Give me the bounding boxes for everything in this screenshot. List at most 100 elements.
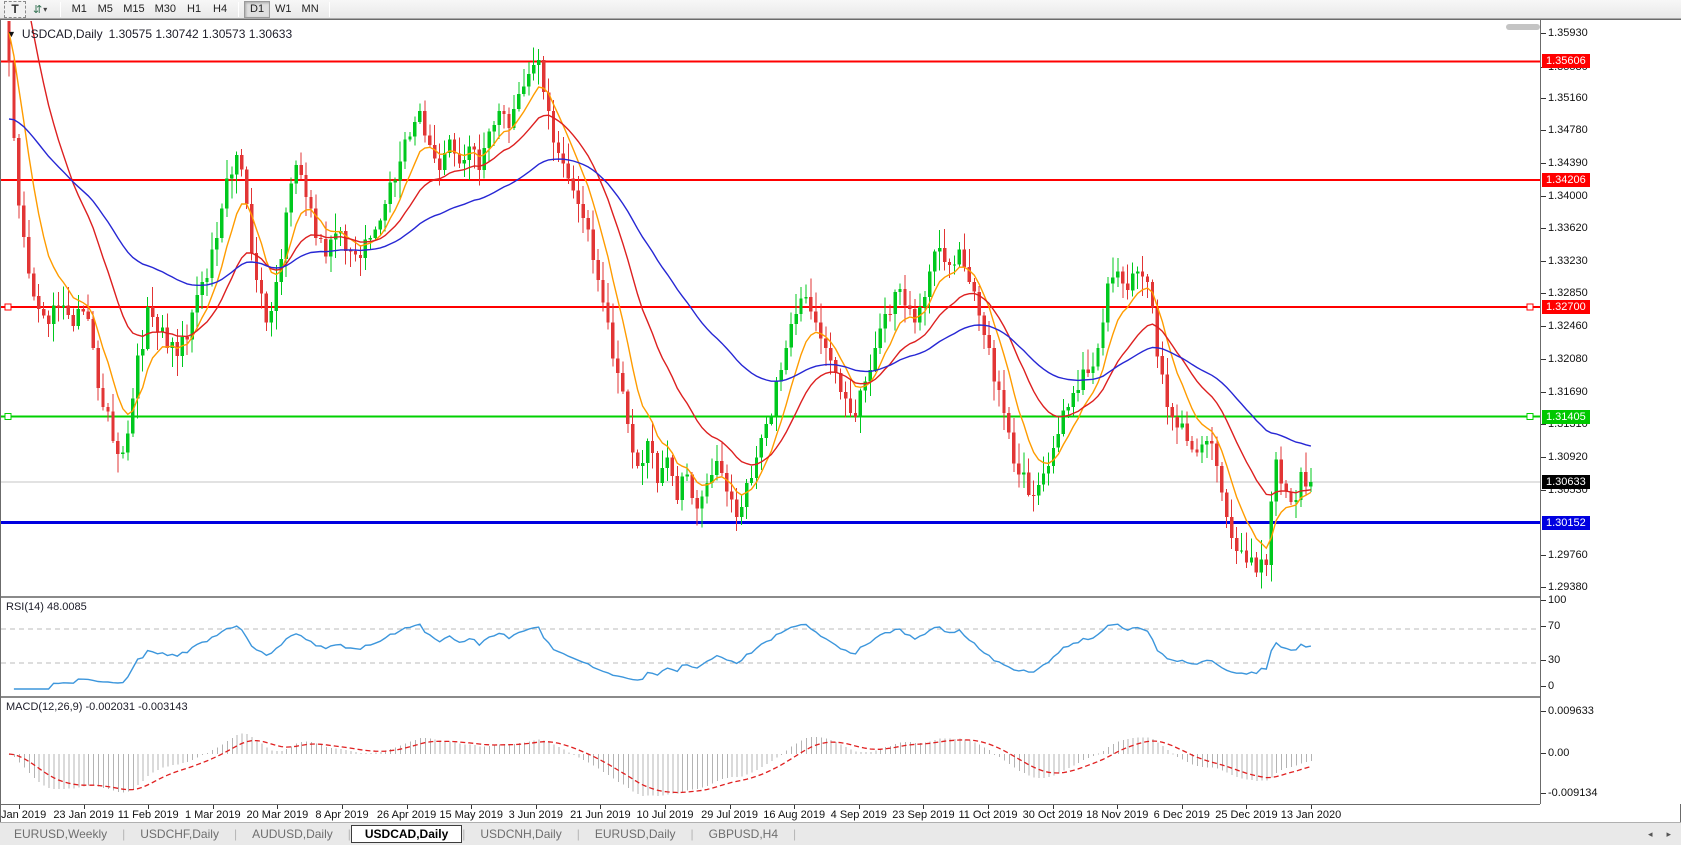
date-label: 11 Oct 2019 bbox=[958, 809, 1018, 821]
tab-gbpusd-h4[interactable]: GBPUSD,H4 bbox=[708, 827, 779, 841]
date-tick bbox=[1052, 805, 1054, 809]
tab-scroll-right-icon[interactable]: ▸ bbox=[1666, 829, 1671, 839]
price-tick-label: 1.35160 bbox=[1541, 92, 1588, 105]
timeframe-button-h1[interactable]: H1 bbox=[187, 3, 202, 15]
date-tick bbox=[665, 805, 666, 809]
price-tick-label: 1.32080 bbox=[1541, 352, 1588, 365]
timeframe-button-mn[interactable]: MN bbox=[301, 3, 319, 15]
line-handle bbox=[4, 413, 12, 421]
cascade-windows-icon: ⇵ bbox=[33, 3, 42, 16]
tabs-holder: EURUSD,Weekly | USDCHF,Daily | AUDUSD,Daily |… bbox=[0, 825, 797, 843]
price-badge: 1.31405 bbox=[1542, 409, 1590, 424]
slow-ma bbox=[8, 118, 1312, 447]
date-tick bbox=[858, 805, 860, 809]
chart-symbol-label: USDCAD,Daily bbox=[21, 27, 103, 41]
tab-usdcad-daily[interactable]: USDCAD,Daily bbox=[350, 825, 463, 843]
rsi-panel[interactable]: RSI(14) 48.0085 bbox=[1, 596, 1540, 694]
timeframe-button-w1[interactable]: W1 bbox=[275, 3, 292, 15]
rsi-tick-label: 30 bbox=[1540, 654, 1561, 667]
tab-separator: | bbox=[462, 827, 466, 841]
date-tick bbox=[1117, 805, 1119, 809]
price-tick-label: 1.34390 bbox=[1541, 157, 1588, 170]
toolbar: T ⇵ ▾ M1 M5 M15 M30 H1 H4 D1 W1 MN bbox=[0, 0, 1681, 19]
price-tick-label: 1.29760 bbox=[1541, 548, 1588, 561]
date-tick bbox=[535, 805, 537, 809]
date-tick bbox=[342, 805, 343, 809]
price-tick-label: 1.32460 bbox=[1541, 320, 1588, 333]
rsi-tick-label: 0 bbox=[1540, 680, 1555, 692]
macd-panel[interactable]: MACD(12,26,9) -0.002031 -0.003143 bbox=[1, 696, 1540, 804]
price-tick-label: 1.32850 bbox=[1541, 287, 1588, 300]
date-tick bbox=[988, 805, 989, 809]
date-tick bbox=[471, 805, 473, 809]
date-tick bbox=[277, 805, 279, 809]
date-tick bbox=[1311, 805, 1312, 809]
date-label: 30 Oct 2019 bbox=[1022, 809, 1083, 821]
date-label: 23 Jan 2019 bbox=[53, 809, 114, 821]
chart-ohlc-values: 1.30575 1.30742 1.30573 1.30633 bbox=[108, 27, 293, 41]
price-tick-label: 1.33230 bbox=[1541, 255, 1588, 268]
price-axis[interactable]: 1.359301.355301.351601.347801.343901.340… bbox=[1540, 20, 1681, 804]
price-badge: 1.32700 bbox=[1542, 300, 1590, 315]
cascade-windows-button[interactable]: ⇵ ▾ bbox=[28, 1, 54, 18]
price-tick-label: 1.31690 bbox=[1541, 385, 1588, 398]
chart-title-collapse-icon[interactable]: ▼ bbox=[7, 29, 16, 39]
date-tick bbox=[83, 805, 85, 809]
macd-tick-label: 0.00 bbox=[1540, 747, 1570, 759]
date-tick bbox=[794, 805, 796, 809]
date-label: 1 Mar 2019 bbox=[184, 809, 241, 821]
price-badge: 1.30152 bbox=[1542, 515, 1590, 530]
date-label: 4 Jan 2019 bbox=[0, 809, 47, 821]
macd-label: MACD(12,26,9) -0.002031 -0.003143 bbox=[6, 701, 188, 713]
toolbar-separator bbox=[60, 1, 62, 17]
date-tick bbox=[729, 805, 731, 809]
price-tick-label: 1.34780 bbox=[1541, 124, 1588, 137]
text-tool-button[interactable]: T bbox=[4, 0, 26, 18]
date-label: 4 Sep 2019 bbox=[830, 809, 887, 821]
chart-scrollbar-thumb[interactable] bbox=[1506, 24, 1540, 30]
tab-scroll-buttons: ◂ ▸ bbox=[1648, 823, 1671, 845]
line-handle bbox=[1526, 413, 1534, 421]
timeframe-button-m30[interactable]: M30 bbox=[154, 3, 177, 15]
tab-usdchf-daily[interactable]: USDCHF,Daily bbox=[140, 827, 219, 841]
date-label: 29 Jul 2019 bbox=[701, 809, 759, 821]
tab-audusd-daily[interactable]: AUDUSD,Daily bbox=[252, 827, 333, 841]
timeframe-button-m5[interactable]: M5 bbox=[97, 3, 113, 15]
tab-separator: | bbox=[576, 827, 580, 841]
date-label: 23 Sep 2019 bbox=[892, 809, 955, 821]
tab-eurusd-weekly[interactable]: EURUSD,Weekly bbox=[14, 827, 108, 841]
date-tick bbox=[406, 805, 408, 809]
timeframe-button-m15[interactable]: M15 bbox=[123, 3, 145, 15]
date-label: 8 Apr 2019 bbox=[315, 809, 369, 821]
timeframe-button-d1[interactable]: D1 bbox=[244, 0, 271, 18]
date-tick bbox=[1246, 805, 1248, 809]
chart-window: ▼ USDCAD,Daily 1.30575 1.30742 1.30573 1… bbox=[0, 19, 1681, 823]
date-label: 26 Apr 2019 bbox=[376, 809, 437, 821]
tab-eurusd-daily[interactable]: EURUSD,Daily bbox=[594, 827, 676, 841]
price-chart-panel[interactable]: ▼ USDCAD,Daily 1.30575 1.30742 1.30573 1… bbox=[1, 21, 1540, 594]
toolbar-separator bbox=[238, 1, 240, 17]
tab-usdcnh-daily[interactable]: USDCNH,Daily bbox=[480, 827, 562, 841]
rsi-tick-label: 70 bbox=[1540, 619, 1561, 632]
tab-separator: | bbox=[347, 827, 351, 841]
rsi-line bbox=[13, 623, 1312, 690]
timeframe-button-h4[interactable]: H4 bbox=[213, 3, 228, 15]
timeframe-button-m1[interactable]: M1 bbox=[71, 3, 87, 15]
price-badge: 1.35606 bbox=[1542, 54, 1590, 69]
date-label: 16 Aug 2019 bbox=[763, 809, 826, 821]
price-badge: 1.30633 bbox=[1542, 474, 1590, 489]
tab-separator: | bbox=[793, 827, 797, 841]
date-tick bbox=[600, 805, 602, 809]
date-tick bbox=[148, 805, 150, 809]
price-badge: 1.34206 bbox=[1542, 172, 1590, 187]
price-tick-label: 1.35930 bbox=[1541, 27, 1588, 40]
tab-scroll-left-icon[interactable]: ◂ bbox=[1647, 829, 1653, 839]
chevron-down-icon: ▾ bbox=[43, 4, 48, 14]
date-label: 11 Feb 2019 bbox=[117, 809, 179, 821]
tab-separator: | bbox=[690, 827, 694, 841]
fast-ma bbox=[8, 32, 1312, 550]
date-tick bbox=[923, 805, 925, 809]
date-tick bbox=[19, 805, 20, 809]
